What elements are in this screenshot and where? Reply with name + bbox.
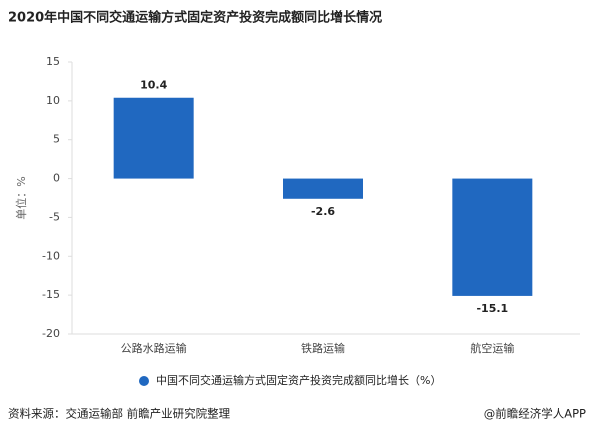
y-axis-label: 单位：% xyxy=(14,176,28,219)
data-label: -2.6 xyxy=(311,205,335,218)
y-tick-label: -15 xyxy=(42,288,60,301)
legend-label: 中国不同交通运输方式固定资产投资完成额同比增长（%） xyxy=(156,373,441,387)
chart-title: 2020年中国不同交通运输方式固定资产投资完成额同比增长情况 xyxy=(8,10,382,26)
bar xyxy=(283,178,363,199)
x-tick-label: 公路水路运输 xyxy=(121,341,187,355)
credit: @前瞻经济学人APP xyxy=(484,407,586,421)
bar xyxy=(113,97,194,179)
source: 资料来源：交通运输部 前瞻产业研究院整理 xyxy=(8,407,231,421)
y-tick-label: 15 xyxy=(46,55,60,68)
x-tick-label: 航空运输 xyxy=(470,341,514,355)
y-tick-label: -20 xyxy=(42,327,60,340)
x-tick-label: 铁路运输 xyxy=(301,341,345,355)
y-tick-label: 10 xyxy=(46,94,60,107)
data-label: -15.1 xyxy=(476,302,508,315)
y-tick-label: -5 xyxy=(49,210,60,223)
y-tick-label: 0 xyxy=(53,172,60,185)
y-tick-label: 5 xyxy=(53,133,60,146)
y-tick-label: -10 xyxy=(42,249,60,262)
legend-marker xyxy=(139,376,149,386)
bar xyxy=(452,178,533,296)
data-label: 10.4 xyxy=(140,79,167,92)
